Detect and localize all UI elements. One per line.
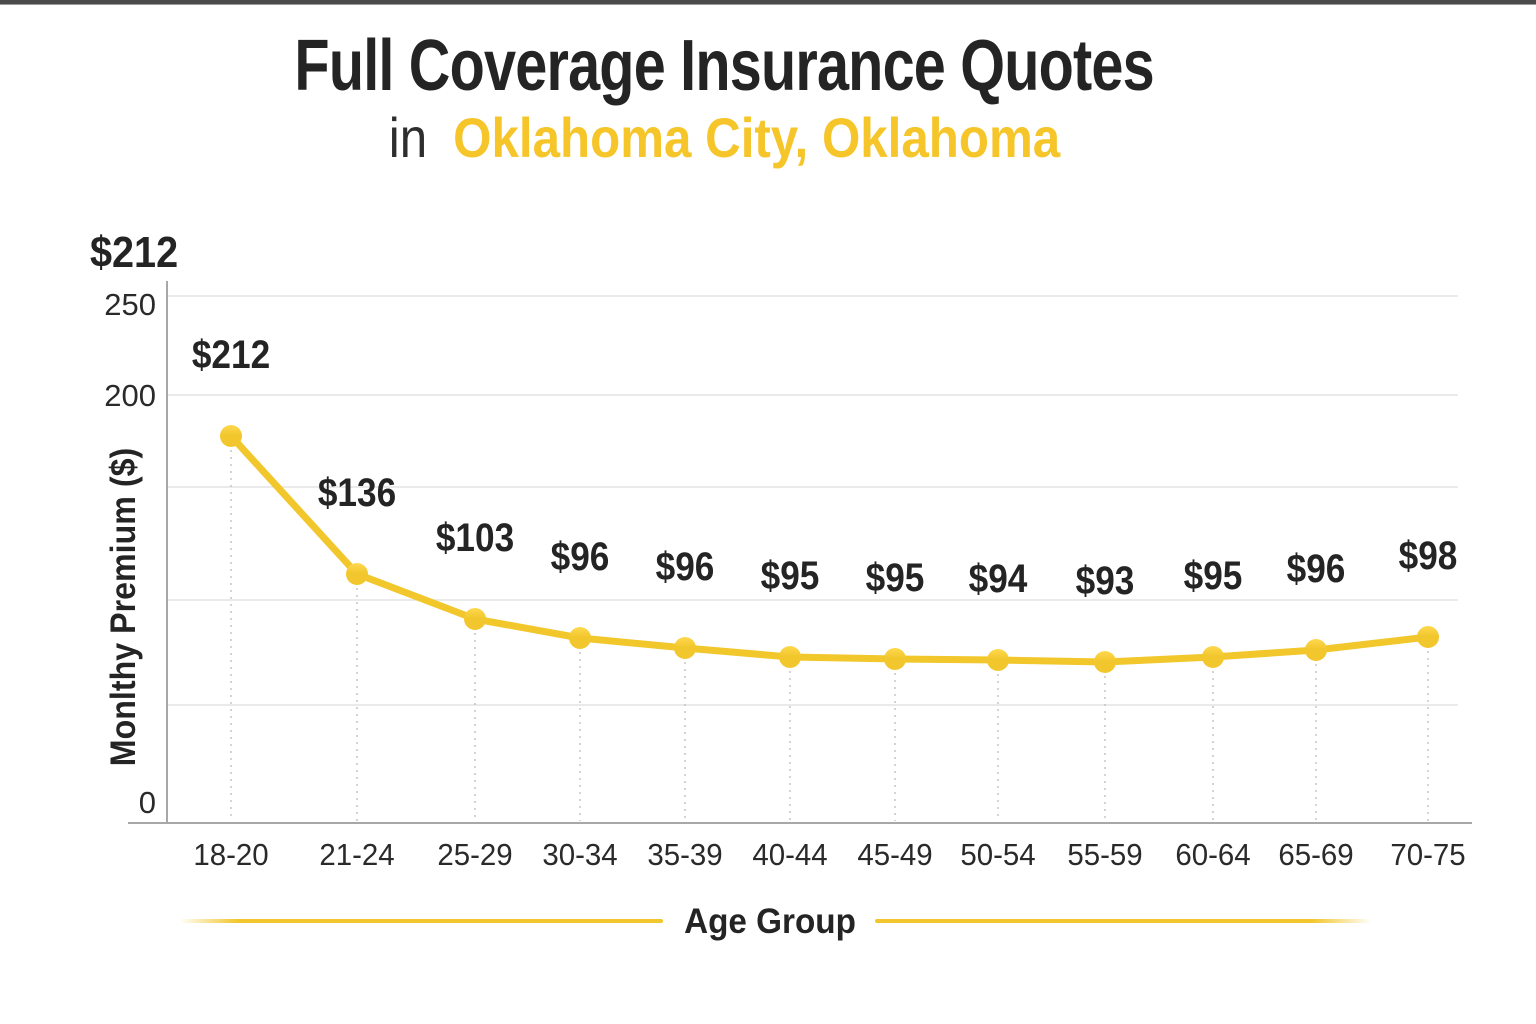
data-point <box>1305 639 1327 661</box>
data-point-label: $95 <box>760 554 820 598</box>
data-point <box>220 425 242 447</box>
data-point <box>464 608 486 630</box>
x-tick-label: 40-44 <box>752 837 828 872</box>
data-point-label: $103 <box>435 516 515 560</box>
x-tick-label: 30-34 <box>542 837 618 872</box>
data-point <box>1417 626 1439 648</box>
chart-subtitle-inner: in Oklahoma City, Oklahoma <box>388 110 1059 166</box>
chart-subtitle: in Oklahoma City, Oklahoma <box>0 110 1448 166</box>
x-tick-label: 25-29 <box>437 837 513 872</box>
chart-title: Full Coverage Insurance Quotes <box>294 26 1154 106</box>
data-point <box>779 646 801 668</box>
x-axis-rule-left <box>179 919 663 923</box>
data-point <box>1094 651 1116 673</box>
data-point-label: $94 <box>968 557 1028 601</box>
data-point-label: $212 <box>191 333 271 377</box>
header: Full Coverage Insurance Quotes in Oklaho… <box>0 30 1448 166</box>
data-point-label: $93 <box>1075 559 1135 603</box>
x-tick-label: 18-20 <box>193 837 269 872</box>
x-axis-rule-right <box>875 919 1372 923</box>
y-axis-title: Monlthy Premium ($) <box>104 447 143 767</box>
y-tick-label: 0 <box>138 785 156 820</box>
subtitle-location: Oklahoma City, Oklahoma <box>452 106 1060 169</box>
data-point-label: $136 <box>317 471 397 515</box>
x-tick-label: 45-49 <box>857 837 933 872</box>
data-point-label: $96 <box>550 535 610 579</box>
x-tick-label: 50-54 <box>960 837 1036 872</box>
premium-line <box>227 432 1432 666</box>
x-axis-title: Age Group <box>684 902 856 941</box>
data-point-label: $95 <box>1183 554 1243 598</box>
x-tick-label: 65-69 <box>1278 837 1354 872</box>
y-tick-label: 200 <box>104 378 156 413</box>
data-point-label: $95 <box>865 556 925 600</box>
x-tick-label: 21-24 <box>319 837 395 872</box>
data-point <box>1202 646 1224 668</box>
top-accent-bar <box>0 0 1536 5</box>
data-point-label: $96 <box>655 545 715 589</box>
data-point <box>569 627 591 649</box>
data-point <box>346 563 368 585</box>
x-tick-label: 60-64 <box>1175 837 1251 872</box>
x-tick-label: 70-75 <box>1390 837 1466 872</box>
data-point-label: $96 <box>1286 547 1346 591</box>
chart-title-row: Full Coverage Insurance Quotes <box>0 30 1448 102</box>
y-tick-label: 250 <box>104 287 156 322</box>
max-value-callout: $212 <box>90 228 179 277</box>
x-tick-label: 55-59 <box>1067 837 1143 872</box>
data-point-label: $98 <box>1398 534 1458 578</box>
data-point <box>987 649 1009 671</box>
data-point <box>884 648 906 670</box>
x-tick-label: 35-39 <box>647 837 723 872</box>
data-point <box>674 637 696 659</box>
subtitle-prefix: in <box>388 106 427 169</box>
